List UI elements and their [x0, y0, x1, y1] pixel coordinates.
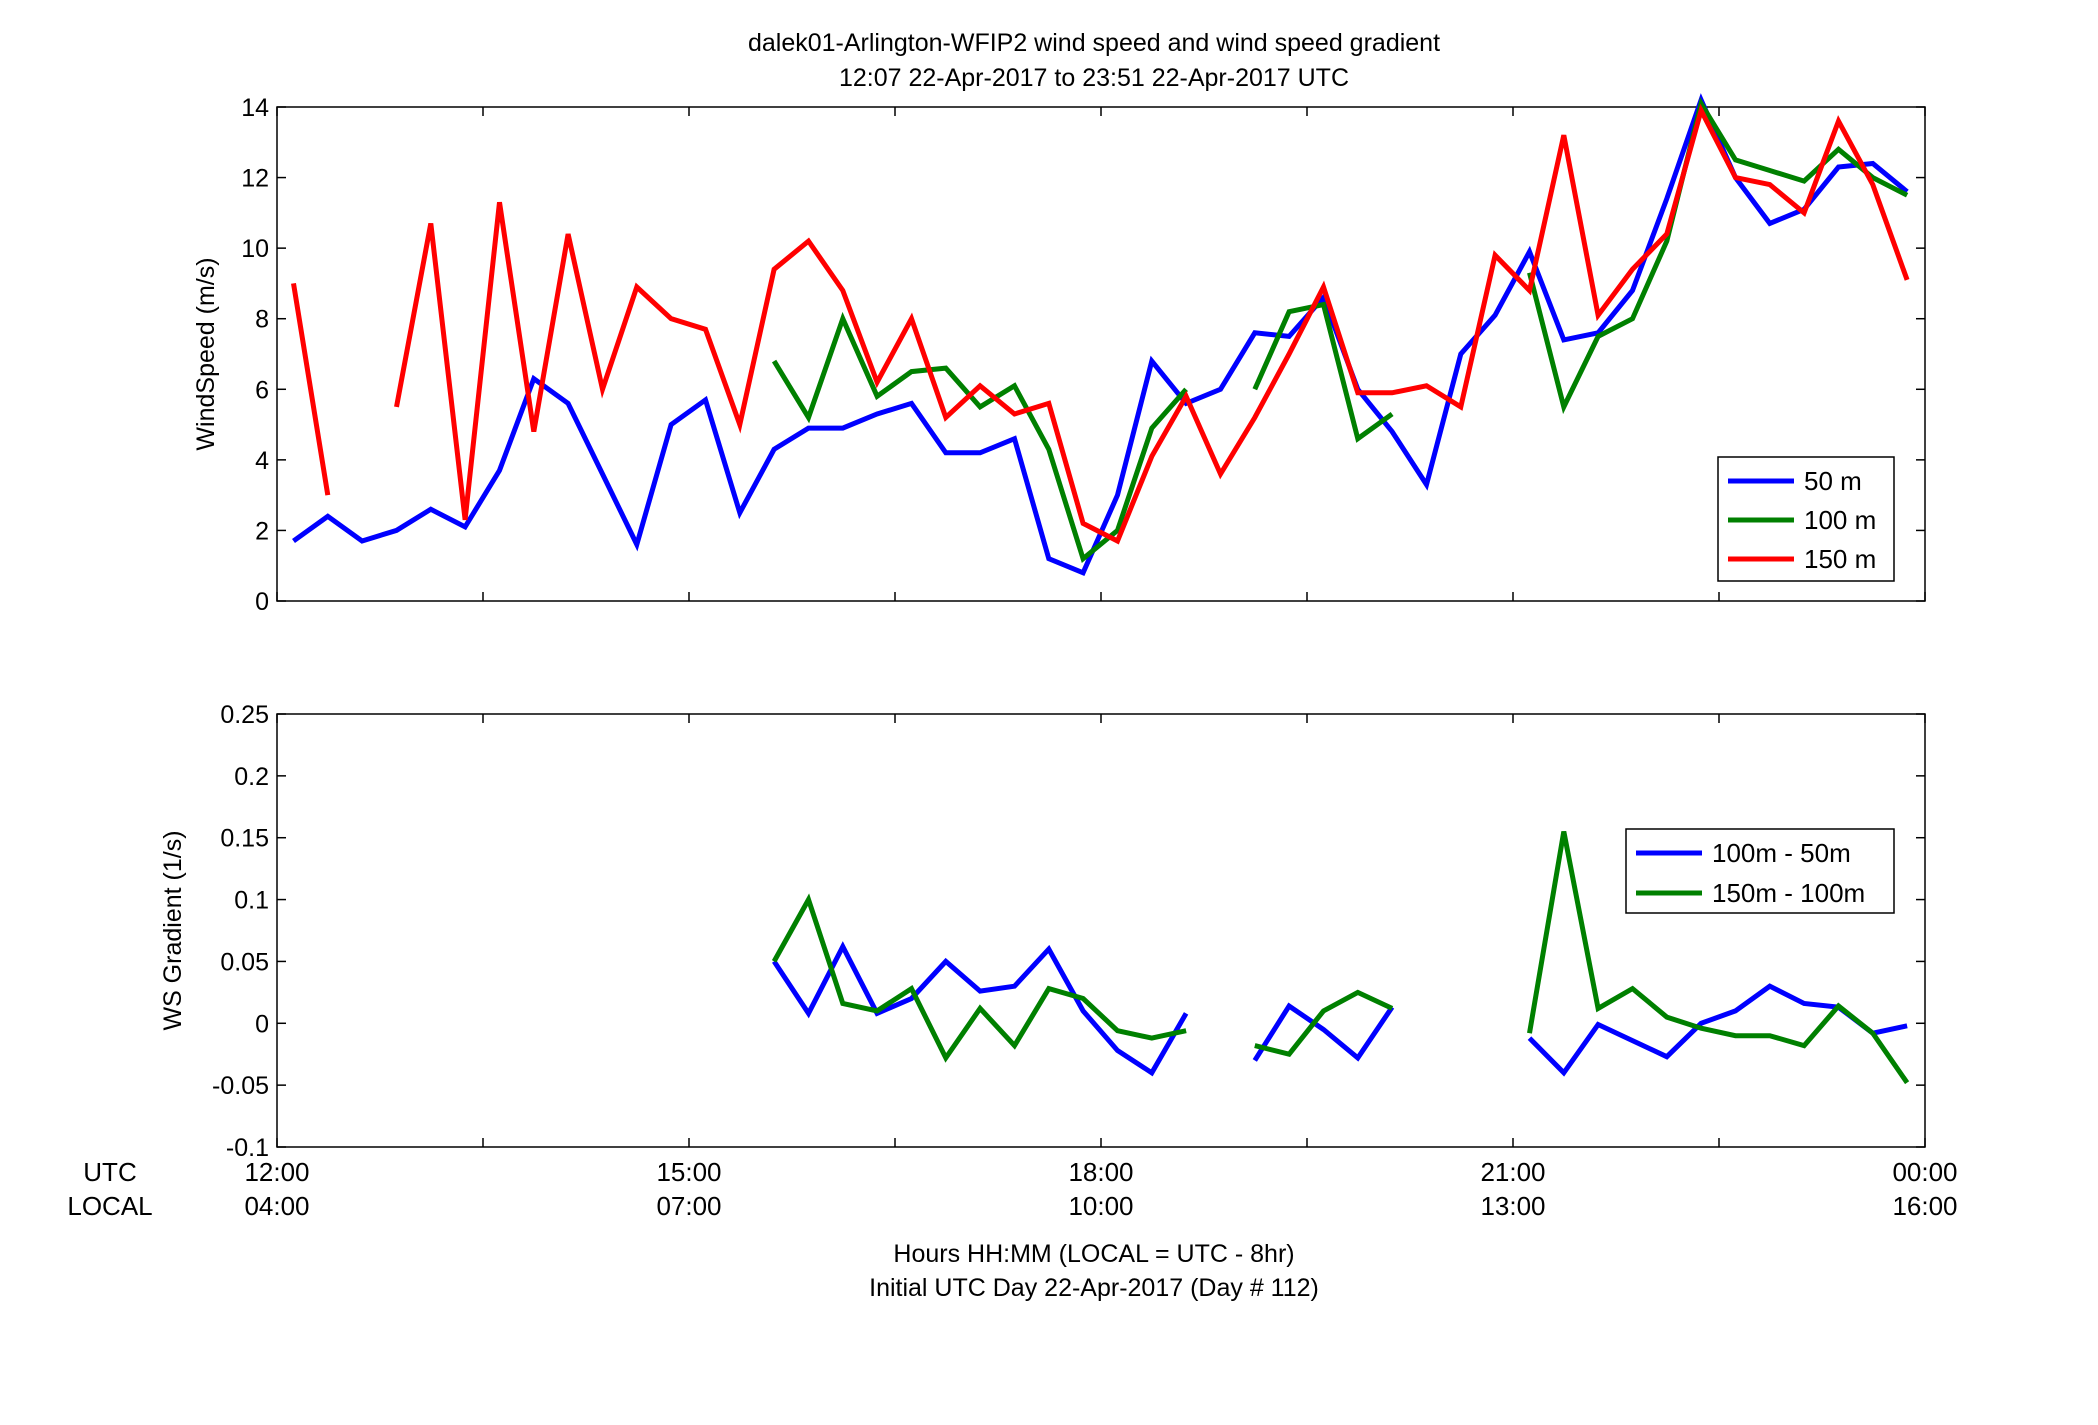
y-tick-label: 6	[255, 376, 269, 404]
y-axis-label: WS Gradient (1/s)	[159, 830, 187, 1030]
series-line-50m	[292, 93, 1909, 577]
gradient-plot: -0.1 -0.05 0 0.05 0.1 0.15 0.2 0.25 WS Gradient …	[159, 701, 1926, 1162]
figure-title-line1: dalek01-Arlington-WFIP2 wind speed and w…	[748, 29, 1440, 57]
x-tick-label-local: 10:00	[1068, 1191, 1133, 1221]
y-tick-label: 0.15	[220, 825, 269, 853]
series-line-100m	[771, 97, 1909, 563]
y-tick-label: 0.1	[234, 887, 269, 915]
y-tick-label: -0.1	[226, 1134, 269, 1162]
legend-entry: 150 m	[1804, 544, 1876, 574]
y-tick-label: 8	[255, 306, 269, 334]
legend-entry: 100 m	[1804, 505, 1876, 535]
y-tick-label: 4	[255, 447, 269, 475]
y-tick-label: 14	[241, 94, 269, 122]
x-axis-label-line1: Hours HH:MM (LOCAL = UTC - 8hr)	[893, 1240, 1294, 1268]
legend: 100m - 50m 150m - 100m	[1625, 828, 1895, 914]
y-tick-label: 0	[255, 588, 269, 616]
y-tick-label: 2	[255, 517, 269, 545]
series-line-150mto100m	[771, 831, 1910, 1085]
y-tick-label: 10	[241, 235, 269, 263]
windspeed-plot: 0 2 4 6 8 10 12 14 WindSpeed (m/s) 50 m 100 m 150 m	[192, 93, 1926, 616]
x-tick-label-utc: 15:00	[656, 1157, 721, 1187]
x-tick-label-local: 16:00	[1892, 1191, 1957, 1221]
legend-box	[1625, 828, 1895, 914]
legend: 50 m 100 m 150 m	[1717, 456, 1895, 582]
legend-entry: 100m - 50m	[1712, 838, 1851, 868]
y-tick-label: -0.05	[212, 1072, 269, 1100]
x-tick-label-utc: 00:00	[1892, 1157, 1957, 1187]
x-tick-label-utc: 18:00	[1068, 1157, 1133, 1187]
x-tick-label-local: 07:00	[656, 1191, 721, 1221]
y-tick-label: 0.25	[220, 701, 269, 729]
y-tick-label: 12	[241, 165, 269, 193]
legend-entry: 50 m	[1804, 466, 1862, 496]
axes-box	[276, 713, 1926, 1148]
utc-row-label: UTC	[83, 1157, 136, 1187]
y-axis-label: WindSpeed (m/s)	[192, 257, 220, 450]
x-tick-label-local: 13:00	[1480, 1191, 1545, 1221]
legend-entry: 150m - 100m	[1712, 878, 1865, 908]
series-line-150m	[291, 103, 1910, 545]
x-tick-label-utc: 21:00	[1480, 1157, 1545, 1187]
figure-title-line2: 12:07 22-Apr-2017 to 23:51 22-Apr-2017 U…	[839, 64, 1349, 92]
x-tick-label-local: 04:00	[244, 1191, 309, 1221]
y-tick-label: 0	[255, 1010, 269, 1038]
x-axis-label-line2: Initial UTC Day 22-Apr-2017 (Day # 112)	[869, 1274, 1319, 1302]
local-row-label: LOCAL	[67, 1191, 152, 1221]
y-tick-label: 0.05	[220, 948, 269, 976]
y-tick-label: 0.2	[234, 763, 269, 791]
x-tick-label-utc: 12:00	[244, 1157, 309, 1187]
